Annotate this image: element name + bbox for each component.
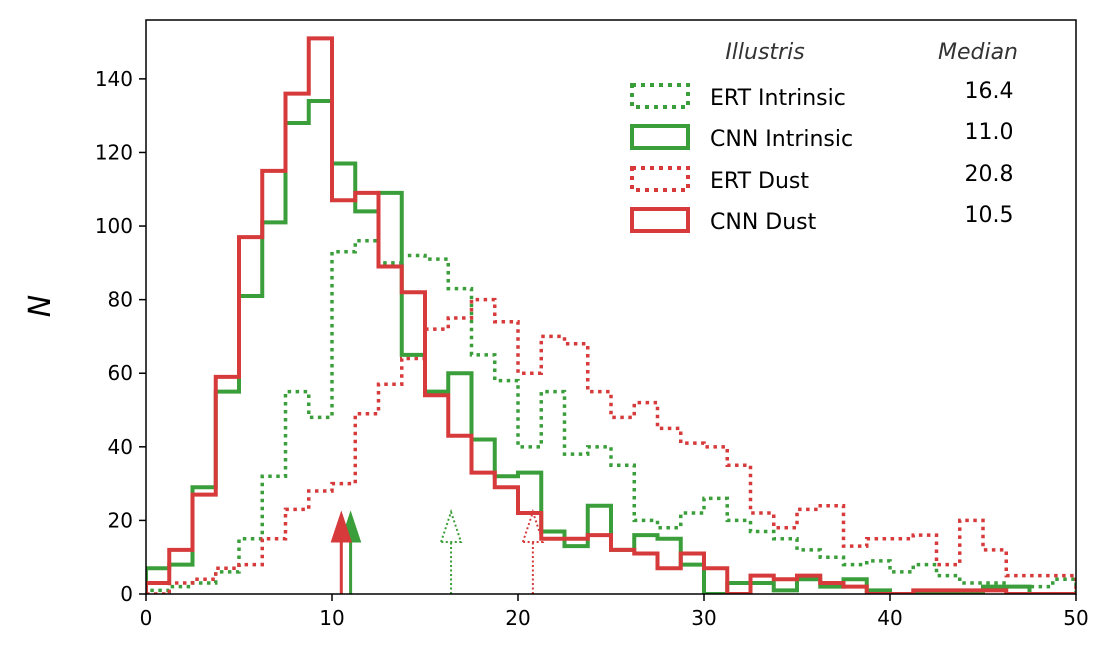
plot-area	[146, 36, 1076, 594]
median-arrow-head-ert-dust	[521, 508, 545, 543]
x-tick-label: 20	[505, 606, 530, 630]
median-arrow-head-cnn-dust	[330, 510, 352, 543]
legend-label-cnn-dust: CNN Dust	[710, 210, 817, 235]
y-tick-label: 140	[95, 67, 133, 91]
legend-swatch-ert-dust	[630, 166, 690, 192]
x-tick-label: 10	[319, 606, 344, 630]
median-arrows	[330, 508, 545, 594]
legend-median-cnn-dust: 10.5	[965, 203, 1014, 228]
axes: 0 10 20 30 40 50 0 20 40 60 80 100 120 140	[95, 67, 1089, 630]
median-arrow-head-ert-intrinsic	[439, 508, 463, 543]
legend: Illustris Median ERT Intrinsic 16.4 CNN In…	[630, 40, 1018, 235]
x-tick-label: 30	[691, 606, 716, 630]
legend-header-median: Median	[938, 40, 1018, 65]
x-tick-label: 50	[1063, 606, 1088, 630]
legend-swatch-ert-intrinsic	[630, 83, 690, 109]
legend-median-ert-intrinsic: 16.4	[965, 79, 1014, 104]
hist-line-cnn-intrinsic	[146, 98, 1076, 594]
legend-swatch-cnn-intrinsic	[630, 124, 690, 150]
legend-label-cnn-intrinsic: CNN Intrinsic	[710, 127, 853, 152]
hist-line-cnn-dust	[146, 36, 1076, 594]
x-tick-label: 0	[140, 606, 153, 630]
y-tick-label: 60	[108, 361, 133, 385]
y-tick-label: 40	[108, 435, 133, 459]
hist-line-ert-intrinsic	[146, 239, 1076, 594]
legend-swatch-cnn-dust	[630, 207, 690, 233]
hist-line-ert-dust	[146, 297, 1076, 594]
legend-median-ert-dust: 20.8	[965, 162, 1014, 187]
legend-entries: ERT Intrinsic 16.4 CNN Intrinsic 11.0 ERT Du…	[630, 79, 1014, 235]
y-tick-label: 100	[95, 214, 133, 238]
plot-frame	[145, 19, 1077, 595]
y-tick-label: 0	[120, 582, 133, 606]
y-tick-label: 120	[95, 140, 133, 164]
legend-label-ert-dust: ERT Dust	[710, 169, 809, 194]
legend-median-cnn-intrinsic: 11.0	[965, 120, 1014, 145]
y-axis-label: N	[23, 295, 58, 317]
x-tick-label: 40	[877, 606, 902, 630]
y-tick-label: 20	[108, 508, 133, 532]
y-tick-label: 80	[108, 288, 133, 312]
legend-header-sample: Illustris	[725, 40, 804, 65]
legend-label-ert-intrinsic: ERT Intrinsic	[710, 86, 846, 111]
